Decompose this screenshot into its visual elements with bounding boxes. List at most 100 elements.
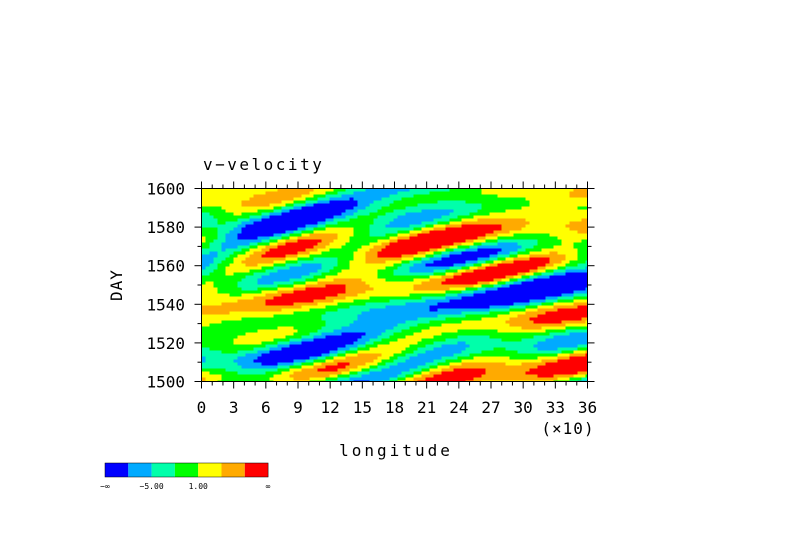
heatmap-cell	[405, 251, 410, 255]
heatmap-cell	[569, 236, 574, 240]
heatmap-cell	[561, 311, 566, 315]
heatmap-cell	[369, 257, 374, 261]
heatmap-cell	[365, 323, 370, 327]
heatmap-cell	[433, 311, 438, 315]
heatmap-cell	[205, 206, 210, 210]
heatmap-cell	[221, 308, 226, 312]
heatmap-cell	[277, 275, 282, 279]
heatmap-cell	[445, 233, 450, 237]
heatmap-cell	[337, 320, 342, 324]
heatmap-cell	[377, 215, 382, 219]
heatmap-cell	[489, 323, 494, 327]
heatmap-cell	[301, 242, 306, 246]
heatmap-cell	[313, 227, 318, 231]
heatmap-cell	[385, 203, 390, 207]
heatmap-cell	[337, 242, 342, 246]
heatmap-cell	[581, 194, 586, 198]
heatmap-cell	[421, 197, 426, 201]
heatmap-cell	[353, 272, 358, 276]
heatmap-cell	[353, 203, 358, 207]
heatmap-cell	[261, 275, 266, 279]
heatmap-cell	[321, 299, 326, 303]
heatmap-cell	[209, 242, 214, 246]
heatmap-cell	[553, 308, 558, 312]
heatmap-cell	[549, 299, 554, 303]
heatmap-cell	[369, 200, 374, 204]
heatmap-cell	[369, 311, 374, 315]
heatmap-cell	[401, 230, 406, 234]
heatmap-cell	[233, 263, 238, 267]
heatmap-cell	[557, 197, 562, 201]
heatmap-cell	[505, 296, 510, 300]
heatmap-cell	[393, 338, 398, 342]
heatmap-cell	[501, 206, 506, 210]
heatmap-cell	[557, 212, 562, 216]
heatmap-cell	[233, 251, 238, 255]
heatmap-cell	[421, 260, 426, 264]
heatmap-cell	[557, 260, 562, 264]
heatmap-cell	[273, 209, 278, 213]
heatmap-cell	[553, 317, 558, 321]
heatmap-cell	[581, 197, 586, 201]
heatmap-cell	[293, 329, 298, 333]
heatmap-cell	[277, 200, 282, 204]
heatmap-cell	[525, 236, 530, 240]
heatmap-cell	[533, 263, 538, 267]
heatmap-cell	[261, 209, 266, 213]
heatmap-cell	[373, 332, 378, 336]
heatmap-cell	[529, 293, 534, 297]
heatmap-cell	[285, 278, 290, 282]
heatmap-cell	[201, 233, 206, 237]
heatmap-cell	[253, 341, 258, 345]
heatmap-cell	[329, 284, 334, 288]
heatmap-cell	[493, 332, 498, 336]
heatmap-cell	[529, 209, 534, 213]
heatmap-cell	[241, 257, 246, 261]
heatmap-cell	[249, 323, 254, 327]
heatmap-cell	[249, 236, 254, 240]
heatmap-cell	[517, 254, 522, 258]
heatmap-cell	[441, 227, 446, 231]
heatmap-cell	[449, 206, 454, 210]
heatmap-cell	[257, 230, 262, 234]
heatmap-cell	[241, 320, 246, 324]
heatmap-cell	[361, 293, 366, 297]
heatmap-cell	[385, 209, 390, 213]
heatmap-cell	[345, 242, 350, 246]
heatmap-cell	[325, 254, 330, 258]
heatmap-cell	[537, 224, 542, 228]
heatmap-cell	[509, 287, 514, 291]
heatmap-cell	[585, 215, 588, 219]
heatmap-cell	[305, 317, 310, 321]
heatmap-cell	[321, 278, 326, 282]
heatmap-cell	[585, 320, 588, 324]
heatmap-cell	[417, 212, 422, 216]
heatmap-cell	[277, 296, 282, 300]
heatmap-cell	[461, 266, 466, 270]
heatmap-cell	[441, 323, 446, 327]
heatmap-cell	[557, 278, 562, 282]
heatmap-cell	[533, 293, 538, 297]
heatmap-cell	[205, 212, 210, 216]
heatmap-cell	[249, 335, 254, 339]
heatmap-cell	[413, 275, 418, 279]
heatmap-cell	[541, 263, 546, 267]
heatmap-cell	[533, 284, 538, 288]
heatmap-cell	[381, 251, 386, 255]
heatmap-cell	[473, 215, 478, 219]
heatmap-cell	[489, 194, 494, 198]
heatmap-cell	[557, 317, 562, 321]
heatmap-cell	[329, 326, 334, 330]
heatmap-cell	[293, 338, 298, 342]
heatmap-cell	[329, 221, 334, 225]
heatmap-cell	[229, 236, 234, 240]
heatmap-cell	[325, 221, 330, 225]
heatmap-cell	[517, 236, 522, 240]
heatmap-cell	[265, 197, 270, 201]
heatmap-cell	[349, 251, 354, 255]
heatmap-cell	[333, 239, 338, 243]
heatmap-cell	[281, 260, 286, 264]
heatmap-cell	[313, 308, 318, 312]
heatmap-cell	[417, 287, 422, 291]
heatmap-cell	[381, 308, 386, 312]
